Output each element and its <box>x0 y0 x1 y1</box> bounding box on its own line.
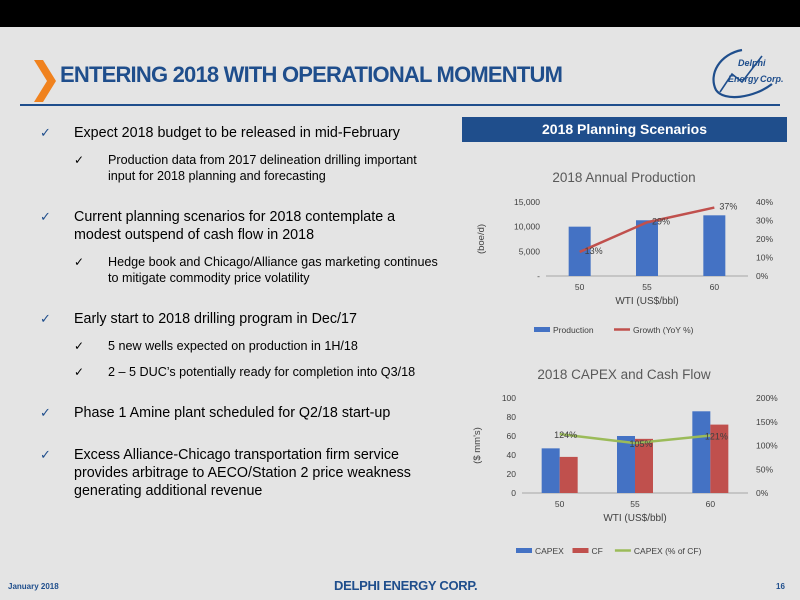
checkmark-icon: ✓ <box>74 339 85 353</box>
y-axis-label: ($ mm's) <box>472 427 483 464</box>
y2-tick-label: 0% <box>756 488 769 498</box>
bullet-item: ✓ Early start to 2018 drilling program in… <box>40 310 440 328</box>
y2-tick-label: 40% <box>756 197 773 207</box>
legend-label: Growth (YoY %) <box>633 325 694 335</box>
y2-tick-label: 200% <box>756 393 778 403</box>
line-series <box>579 206 715 254</box>
bar-capex <box>692 411 711 493</box>
y-tick-label: 40 <box>507 450 517 460</box>
y-tick-label: - <box>537 271 540 281</box>
bar-capex <box>541 448 560 493</box>
y2-tick-label: 50% <box>756 464 773 474</box>
checkmark-icon: ✓ <box>40 447 51 462</box>
bullet-list: ✓ Expect 2018 budget to be released in mi… <box>40 124 440 510</box>
sub-bullet-item: ✓ 2 – 5 DUC’s potentially ready for compl… <box>40 364 440 380</box>
bullet-text: Excess Alliance-Chicago transportation f… <box>74 447 411 499</box>
chevron-icon <box>34 60 56 102</box>
panel-title: 2018 Planning Scenarios <box>462 117 787 142</box>
footer-brand: DELPHI ENERGY CORP. <box>334 578 478 593</box>
y-tick-label: 100 <box>502 393 516 403</box>
x-axis-label: WTI (US$/bbl) <box>603 513 666 524</box>
sub-bullet-text: 5 new wells expected on production in 1H… <box>108 339 358 353</box>
data-label: 124% <box>554 430 577 440</box>
checkmark-icon: ✓ <box>40 311 51 326</box>
bar-cf <box>559 456 578 493</box>
legend-swatch <box>534 327 550 332</box>
checkmark-icon: ✓ <box>40 125 51 140</box>
y-tick-label: 80 <box>507 412 517 422</box>
data-label: 37% <box>719 202 737 212</box>
sub-bullet-text: Hedge book and Chicago/Alliance gas mark… <box>108 255 438 285</box>
x-tick-label: 50 <box>575 282 585 292</box>
bullet-text: Expect 2018 budget to be released in mid… <box>74 125 400 141</box>
sub-bullet-item: ✓ Production data from 2017 delineation d… <box>40 152 440 184</box>
bullet-text: Early start to 2018 drilling program in … <box>74 311 357 327</box>
bar-cf <box>710 424 729 493</box>
svg-text:Energy: Energy <box>728 74 760 84</box>
chart-title: 2018 CAPEX and Cash Flow <box>537 367 711 382</box>
legend-label: CAPEX <box>535 546 564 556</box>
y-tick-label: 15,000 <box>514 197 540 207</box>
checkmark-icon: ✓ <box>40 405 51 420</box>
y-tick-label: 0 <box>511 488 516 498</box>
bar-capex <box>617 436 635 493</box>
legend-swatch <box>516 548 532 553</box>
data-label: 29% <box>652 216 670 226</box>
y2-tick-label: 100% <box>756 441 778 451</box>
page-number: 16 <box>776 582 785 591</box>
sub-bullet-item: ✓ Hedge book and Chicago/Alliance gas mar… <box>40 254 440 286</box>
checkmark-icon: ✓ <box>74 365 85 379</box>
y-tick-label: 60 <box>507 431 517 441</box>
legend-label: CF <box>592 546 603 556</box>
y2-tick-label: 150% <box>756 417 778 427</box>
y2-tick-label: 0% <box>756 271 769 281</box>
y-tick-label: 20 <box>507 469 517 479</box>
data-label: 13% <box>585 246 603 256</box>
y-tick-label: 10,000 <box>514 222 540 232</box>
bullet-item: ✓ Expect 2018 budget to be released in mi… <box>40 124 440 142</box>
legend-swatch <box>572 548 589 553</box>
page-title: ENTERING 2018 WITH OPERATIONAL MOMENTUM <box>60 62 563 87</box>
sub-bullet-text: 2 – 5 DUC’s potentially ready for comple… <box>108 365 416 379</box>
x-tick-label: 60 <box>710 282 720 292</box>
x-tick-label: 55 <box>630 499 640 509</box>
bar-production <box>703 215 726 276</box>
bullet-item: ✓ Phase 1 Amine plant scheduled for Q2/18… <box>40 404 440 422</box>
bar-production <box>636 220 658 276</box>
legend-label: Production <box>553 325 594 335</box>
x-tick-label: 60 <box>706 499 716 509</box>
company-logo: Delphi Energy Corp. <box>712 48 784 99</box>
y-axis-label: (boe/d) <box>476 224 487 254</box>
title-divider <box>20 104 780 106</box>
checkmark-icon: ✓ <box>40 209 51 224</box>
capex-cashflow-chart: 2018 CAPEX and Cash Flow 0 20 40 60 80 100 0% 50… <box>472 367 778 556</box>
svg-text:Corp.: Corp. <box>760 74 784 84</box>
legend-label: CAPEX (% of CF) <box>634 546 702 556</box>
sub-bullet-item: ✓ 5 new wells expected on production in 1… <box>40 338 440 354</box>
data-label: 105% <box>629 439 652 449</box>
x-tick-label: 50 <box>555 499 565 509</box>
y2-tick-label: 20% <box>756 234 773 244</box>
bullet-item: ✓ Excess Alliance-Chicago transportation … <box>40 446 440 500</box>
data-label: 121% <box>705 432 728 442</box>
sub-bullet-text: Production data from 2017 delineation dr… <box>108 153 417 183</box>
bullet-text: Phase 1 Amine plant scheduled for Q2/18 … <box>74 405 391 421</box>
checkmark-icon: ✓ <box>74 153 85 167</box>
x-axis-label: WTI (US$/bbl) <box>615 296 678 307</box>
y2-tick-label: 10% <box>756 253 773 263</box>
footer-date: January 2018 <box>8 582 59 591</box>
x-tick-label: 55 <box>642 282 652 292</box>
bullet-text: Current planning scenarios for 2018 cont… <box>74 209 396 243</box>
y-tick-label: 5,000 <box>519 246 541 256</box>
line-series <box>559 432 711 445</box>
bullet-item: ✓ Current planning scenarios for 2018 con… <box>40 208 440 244</box>
production-chart: 2018 Annual Production - 5,000 10,000 15,000… <box>476 170 773 335</box>
chart-title: 2018 Annual Production <box>552 170 695 185</box>
y2-tick-label: 30% <box>756 216 773 226</box>
checkmark-icon: ✓ <box>74 255 85 269</box>
bar-cf <box>635 438 653 493</box>
svg-text:Delphi: Delphi <box>738 58 766 68</box>
